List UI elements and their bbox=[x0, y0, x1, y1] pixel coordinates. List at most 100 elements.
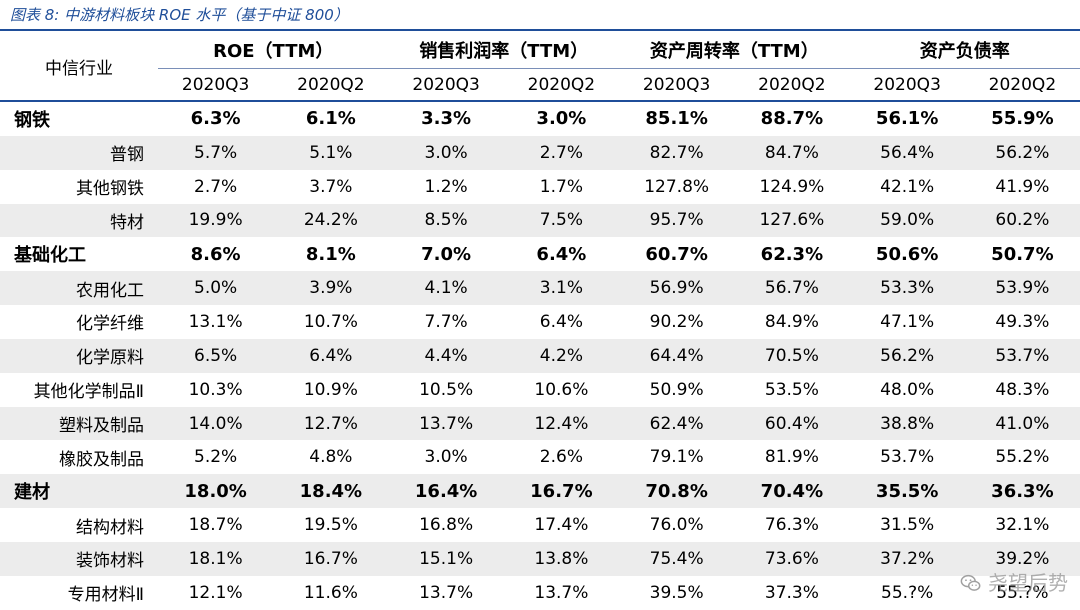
value-cell: 127.6% bbox=[734, 203, 850, 238]
value-cell: 56.7% bbox=[734, 271, 850, 306]
industry-name: 化学原料 bbox=[0, 338, 158, 373]
value-cell: 32.1% bbox=[995, 515, 1050, 536]
value-cell: 41.9% bbox=[995, 176, 1050, 197]
table-row: 钢铁 6.3% 6.1% 3.3% 3.0% 85.1% 88.7% 56.1% 55.9% bbox=[0, 101, 1080, 136]
industry-name: 其他钢铁 bbox=[76, 179, 144, 200]
value-cell: 53.5% bbox=[764, 379, 819, 400]
value-cell: 24.2% bbox=[273, 203, 389, 238]
value-cell: 16.8% bbox=[419, 515, 474, 536]
value-cell: 6.4% bbox=[273, 338, 389, 373]
value-cell: 56.1% bbox=[875, 108, 939, 130]
value-cell: 64.4% bbox=[619, 338, 735, 373]
industry-name: 结构材料 bbox=[76, 517, 144, 538]
table-row: 农用化工 5.0% 3.9% 4.1% 3.1% 56.9% 56.7% 53.3% 53.9% bbox=[0, 271, 1080, 306]
value-cell: 14.0% bbox=[158, 406, 274, 441]
table-row: 特材 19.9% 24.2% 8.5% 7.5% 95.7% 127.6% 59.0% 60.2… bbox=[0, 203, 1080, 238]
value-cell: 37.2% bbox=[849, 541, 965, 576]
industry-name: 装饰材料 bbox=[0, 541, 158, 576]
value-cell: 84.9% bbox=[764, 311, 819, 332]
value-cell: 42.1% bbox=[880, 176, 935, 197]
value-cell: 18.1% bbox=[158, 541, 274, 576]
value-cell: 50.7% bbox=[991, 243, 1054, 265]
value-cell: 19.5% bbox=[303, 515, 358, 536]
value-cell: 19.9% bbox=[158, 203, 274, 238]
value-cell: 53.7% bbox=[964, 338, 1080, 373]
value-cell: 55.9% bbox=[991, 108, 1054, 130]
value-cell: 39.2% bbox=[964, 541, 1080, 576]
value-cell: 62.4% bbox=[619, 406, 735, 441]
value-cell: 48.3% bbox=[995, 379, 1050, 400]
value-cell: 56.9% bbox=[619, 271, 735, 306]
value-cell: 11.6% bbox=[303, 582, 358, 603]
value-cell: 6.4% bbox=[536, 243, 587, 265]
value-cell: 7.0% bbox=[421, 243, 472, 265]
value-cell: 49.3% bbox=[995, 311, 1050, 332]
value-cell: 5.1% bbox=[273, 135, 389, 170]
value-cell: 35.5% bbox=[849, 474, 965, 509]
value-cell: 8.5% bbox=[388, 203, 504, 238]
industry-name: 普钢 bbox=[0, 135, 158, 170]
table-row: 化学纤维 13.1% 10.7% 7.7% 6.4% 90.2% 84.9% 47.1% 49.… bbox=[0, 305, 1080, 339]
figure-caption: 图表 8: 中游材料板块 ROE 水平（基于中证 800） bbox=[10, 6, 349, 24]
table-row: 基础化工 8.6% 8.1% 7.0% 6.4% 60.7% 62.3% 50.6% 50.7% bbox=[0, 237, 1080, 271]
value-cell: 76.0% bbox=[649, 515, 704, 536]
value-cell: 13.7% bbox=[534, 582, 589, 603]
value-cell: 13.1% bbox=[188, 311, 243, 332]
value-cell: 2.6% bbox=[539, 447, 583, 468]
value-cell: 3.9% bbox=[273, 271, 389, 306]
value-cell: 18.4% bbox=[273, 474, 389, 509]
value-cell: 6.1% bbox=[305, 108, 356, 130]
value-cell: 82.7% bbox=[619, 135, 735, 170]
value-cell: 85.1% bbox=[645, 108, 708, 130]
value-cell: 62.3% bbox=[760, 243, 824, 265]
value-cell: 15.1% bbox=[388, 541, 504, 576]
value-cell: 1.2% bbox=[424, 176, 468, 197]
period-header: 2020Q3 bbox=[388, 68, 504, 102]
value-cell: 10.9% bbox=[303, 379, 358, 400]
value-cell: 7.7% bbox=[424, 311, 468, 332]
period-header: 2020Q2 bbox=[503, 68, 620, 102]
value-cell: 73.6% bbox=[734, 541, 850, 576]
value-cell: 10.6% bbox=[534, 379, 589, 400]
industry-name: 橡胶及制品 bbox=[59, 449, 144, 470]
value-cell: 127.8% bbox=[644, 176, 710, 197]
value-cell: 3.1% bbox=[503, 271, 620, 306]
value-cell: 4.2% bbox=[503, 338, 620, 373]
industry-name: 化学纤维 bbox=[76, 314, 144, 335]
value-cell: 79.1% bbox=[649, 447, 704, 468]
value-cell: 16.7% bbox=[503, 474, 620, 509]
value-cell: 12.7% bbox=[273, 406, 389, 441]
value-cell: 70.8% bbox=[619, 474, 735, 509]
value-cell: 95.7% bbox=[619, 203, 735, 238]
value-cell: 10.5% bbox=[419, 379, 474, 400]
table-row: 橡胶及制品 5.2% 4.8% 3.0% 2.6% 79.1% 81.9% 53.7% 55.2… bbox=[0, 440, 1080, 474]
value-cell: 37.3% bbox=[764, 582, 819, 603]
table-row: 建材 18.0% 18.4% 16.4% 16.7% 70.8% 70.4% 35.5% 36.… bbox=[0, 474, 1080, 509]
value-cell: 70.4% bbox=[734, 474, 850, 509]
value-cell: 88.7% bbox=[760, 108, 824, 130]
period-header-row: 2020Q3 2020Q2 2020Q3 2020Q2 2020Q3 2020Q… bbox=[0, 68, 1080, 102]
value-cell: 50.9% bbox=[649, 379, 704, 400]
value-cell: 4.1% bbox=[388, 271, 504, 306]
value-cell: 76.3% bbox=[764, 515, 819, 536]
wechat-icon bbox=[960, 574, 981, 591]
value-cell: 6.3% bbox=[190, 108, 241, 130]
value-cell: 13.7% bbox=[419, 582, 474, 603]
metric-header: ROE（TTM） bbox=[158, 32, 389, 69]
value-cell: 12.1% bbox=[188, 582, 243, 603]
row-header-label: 中信行业 bbox=[0, 32, 158, 102]
value-cell: 3.7% bbox=[309, 176, 353, 197]
watermark: 尧望后势 bbox=[960, 570, 1068, 596]
value-cell: 12.4% bbox=[503, 406, 620, 441]
value-cell: 8.1% bbox=[305, 243, 356, 265]
metric-header: 资产周转率（TTM） bbox=[619, 32, 850, 69]
industry-name: 专用材料Ⅱ bbox=[67, 585, 144, 606]
industry-name: 农用化工 bbox=[0, 271, 158, 306]
value-cell: 84.7% bbox=[734, 135, 850, 170]
value-cell: 53.9% bbox=[964, 271, 1080, 306]
value-cell: 3.0% bbox=[424, 447, 468, 468]
period-header: 2020Q2 bbox=[964, 68, 1080, 102]
period-header: 2020Q2 bbox=[734, 68, 850, 102]
value-cell: 60.2% bbox=[964, 203, 1080, 238]
table-row: 普钢 5.7% 5.1% 3.0% 2.7% 82.7% 84.7% 56.4% 56.2% bbox=[0, 135, 1080, 170]
